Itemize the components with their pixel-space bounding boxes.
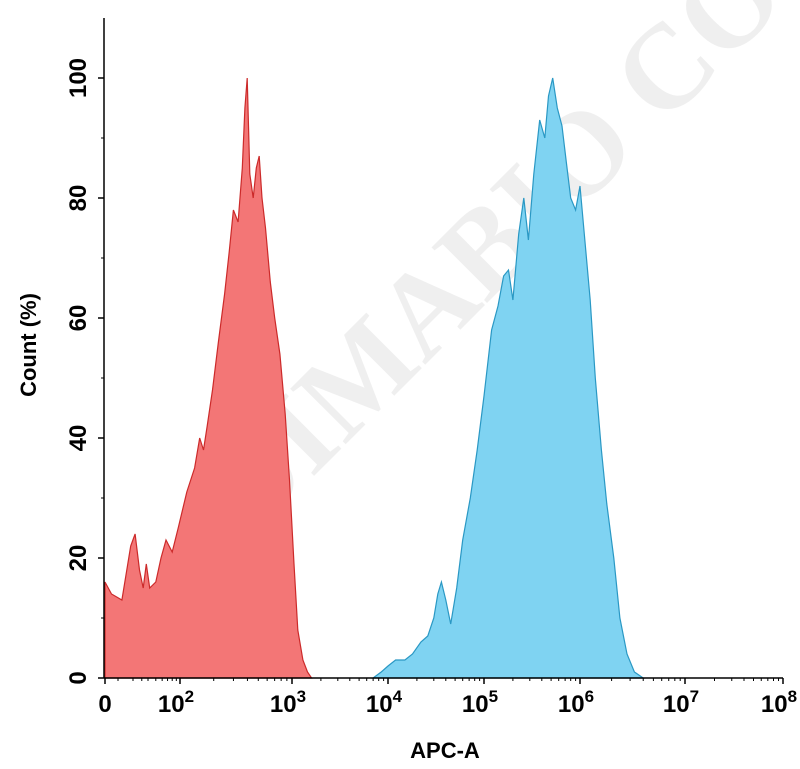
x-tick-label-10-3: 103: [270, 687, 306, 718]
x-tick-label-10-2: 102: [158, 687, 194, 718]
y-tick-label-0: 0: [65, 671, 92, 684]
y-tick-label-60: 60: [65, 305, 92, 332]
histogram-series-2: [371, 77, 646, 679]
y-axis-title: Count (%): [16, 293, 41, 397]
axes-layer: [98, 18, 784, 684]
y-tick-label-40: 40: [65, 425, 92, 452]
series-layer: [104, 77, 646, 679]
x-tick-label-10-5: 105: [462, 687, 498, 718]
x-tick-label-10-7: 107: [663, 687, 699, 718]
x-axis-title: APC-A: [410, 738, 480, 763]
x-tick-label-10-6: 106: [558, 687, 594, 718]
x-tick-label-0: 0: [98, 691, 111, 718]
x-tick-label-10-4: 104: [366, 687, 403, 718]
y-tick-label-100: 100: [65, 58, 92, 98]
y-tick-label-80: 80: [65, 185, 92, 212]
histogram-series-1: [104, 77, 313, 679]
x-tick-label-10-8: 108: [761, 687, 797, 718]
ticks-layer: 0 20 40 60 80 100 0 102 103 104 105 106 107 108: [65, 58, 797, 718]
y-tick-label-20: 20: [65, 545, 92, 572]
